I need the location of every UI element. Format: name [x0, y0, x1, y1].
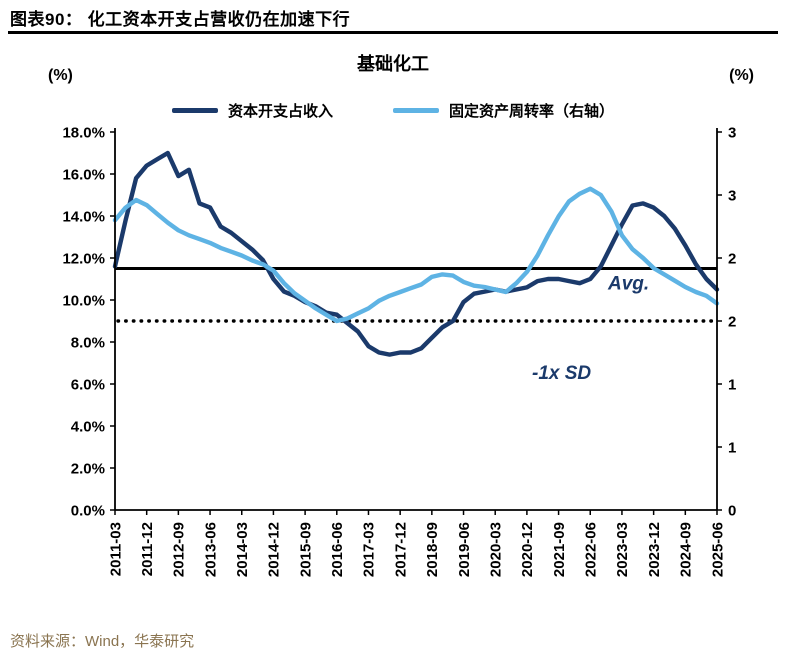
line-chart: 18.0%16.0%14.0%12.0%10.0%8.0%6.0%4.0%2.0… [62, 124, 736, 577]
legend: 资本开支占收入 固定资产周转率（右轴） [0, 100, 786, 121]
right-tick-label: 1 [728, 376, 736, 393]
x-tick-label: 2025-06 [709, 522, 726, 577]
left-tick-label: 6.0% [71, 376, 105, 393]
x-tick-label: 2018-09 [424, 522, 441, 577]
avg-label: Avg. [607, 274, 649, 295]
left-tick-label: 2.0% [71, 460, 105, 477]
x-tick-label: 2014-03 [234, 522, 251, 577]
right-tick-label: 3 [728, 124, 736, 141]
left-axis-unit: (%) [48, 67, 73, 84]
left-tick-label: 4.0% [71, 418, 105, 435]
x-tick-label: 2023-03 [614, 522, 631, 577]
x-tick-label: 2024-09 [678, 522, 695, 577]
header-divider [8, 31, 778, 34]
x-tick-label: 2015-09 [297, 522, 314, 577]
chart-title: 基础化工 [357, 54, 429, 74]
right-tick-label: 2 [728, 250, 736, 267]
legend-label-capex: 资本开支占收入 [227, 103, 333, 120]
right-tick-label: 2 [728, 313, 736, 330]
left-tick-label: 8.0% [71, 334, 105, 351]
left-tick-label: 18.0% [62, 124, 105, 141]
left-tick-label: 16.0% [62, 166, 105, 183]
right-tick-label: 1 [728, 439, 736, 456]
legend-item-turnover: 固定资产周转率（右轴） [393, 100, 614, 121]
legend-label-turnover: 固定资产周转率（右轴） [449, 103, 615, 120]
right-axis-unit: (%) [729, 67, 754, 84]
x-tick-label: 2021-09 [551, 522, 568, 577]
source-note: 资料来源：Wind，华泰研究 [10, 633, 195, 650]
legend-item-capex: 资本开支占收入 [171, 100, 333, 121]
x-tick-label: 2012-09 [171, 522, 188, 577]
sd-label: -1x SD [532, 363, 591, 384]
x-tick-label: 2011-03 [107, 522, 124, 576]
right-tick-label: 0 [728, 502, 736, 519]
x-tick-label: 2019-06 [456, 522, 473, 577]
right-tick-label: 3 [728, 187, 736, 204]
x-tick-label: 2022-06 [583, 522, 600, 577]
x-tick-label: 2020-12 [519, 522, 536, 577]
left-tick-label: 0.0% [71, 502, 105, 519]
left-tick-label: 12.0% [62, 250, 105, 267]
x-tick-label: 2023-12 [646, 522, 663, 577]
x-tick-label: 2014-12 [266, 522, 283, 577]
x-tick-label: 2016-06 [329, 522, 346, 577]
left-tick-label: 14.0% [62, 208, 105, 225]
x-tick-label: 2017-03 [361, 522, 378, 577]
x-tick-label: 2017-12 [392, 522, 409, 577]
capex-series-marker [171, 108, 218, 113]
turnover-series-marker [393, 108, 439, 113]
x-tick-label: 2020-03 [487, 522, 504, 577]
x-tick-label: 2013-06 [202, 522, 219, 577]
figure-title: 图表90： 化工资本开支占营收仍在加速下行 [10, 10, 351, 29]
x-tick-label: 2011-12 [139, 522, 156, 576]
turnover-line [112, 186, 720, 324]
capex-line [112, 150, 720, 357]
left-tick-label: 10.0% [62, 292, 105, 309]
